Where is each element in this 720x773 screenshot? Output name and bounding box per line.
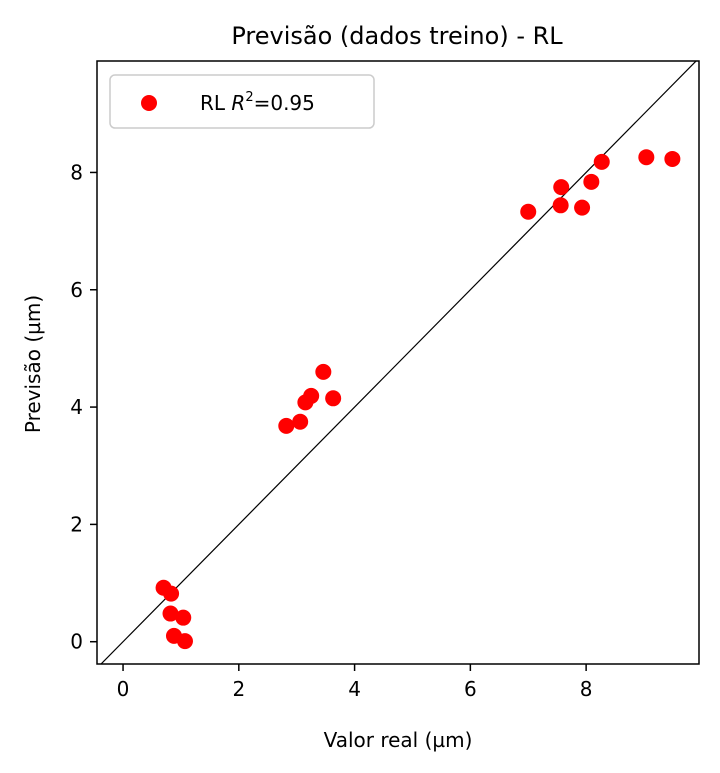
legend-label: RL R2=0.95 bbox=[200, 90, 315, 115]
data-point bbox=[552, 197, 569, 214]
x-tick-label: 4 bbox=[348, 677, 361, 701]
data-point bbox=[638, 149, 655, 166]
y-tick-label: 8 bbox=[70, 160, 83, 184]
legend-label-superscript: 2 bbox=[245, 90, 253, 105]
x-tick-label: 2 bbox=[232, 677, 245, 701]
chart-title: Previsão (dados treino) - RL bbox=[231, 22, 563, 50]
data-point bbox=[583, 173, 600, 190]
data-point bbox=[278, 417, 295, 434]
x-tick-label: 6 bbox=[464, 677, 477, 701]
legend-box bbox=[109, 74, 375, 129]
legend-label-prefix: RL bbox=[200, 91, 231, 115]
legend: RL R2=0.95 bbox=[109, 74, 375, 129]
x-tick-label: 8 bbox=[580, 677, 593, 701]
data-point bbox=[520, 203, 537, 220]
x-axis-label: Valor real (µm) bbox=[324, 728, 473, 752]
data-point bbox=[553, 179, 570, 196]
data-point bbox=[315, 363, 332, 380]
plot-frame bbox=[96, 60, 700, 665]
axis-ticks: 0 2 4 6 8 0 2 4 6 8 bbox=[70, 160, 592, 701]
data-point bbox=[303, 387, 320, 404]
y-tick-label: 6 bbox=[70, 278, 83, 302]
reference-line bbox=[100, 61, 697, 664]
legend-marker bbox=[141, 95, 157, 111]
y-axis-label: Previsão (µm) bbox=[21, 295, 45, 433]
data-point bbox=[175, 609, 192, 626]
data-point bbox=[664, 150, 681, 167]
data-point bbox=[292, 413, 309, 430]
data-point bbox=[162, 605, 179, 622]
data-point bbox=[163, 585, 180, 602]
data-point bbox=[593, 153, 610, 170]
data-point bbox=[574, 199, 591, 216]
y-tick-label: 4 bbox=[70, 395, 83, 419]
legend-label-variable: R bbox=[231, 91, 245, 115]
y-tick-label: 0 bbox=[70, 630, 83, 654]
data-point bbox=[325, 390, 342, 407]
plot-area bbox=[100, 61, 697, 664]
legend-label-suffix: =0.95 bbox=[254, 91, 315, 115]
x-tick-label: 0 bbox=[117, 677, 130, 701]
data-point bbox=[176, 633, 193, 650]
y-tick-label: 2 bbox=[70, 512, 83, 536]
